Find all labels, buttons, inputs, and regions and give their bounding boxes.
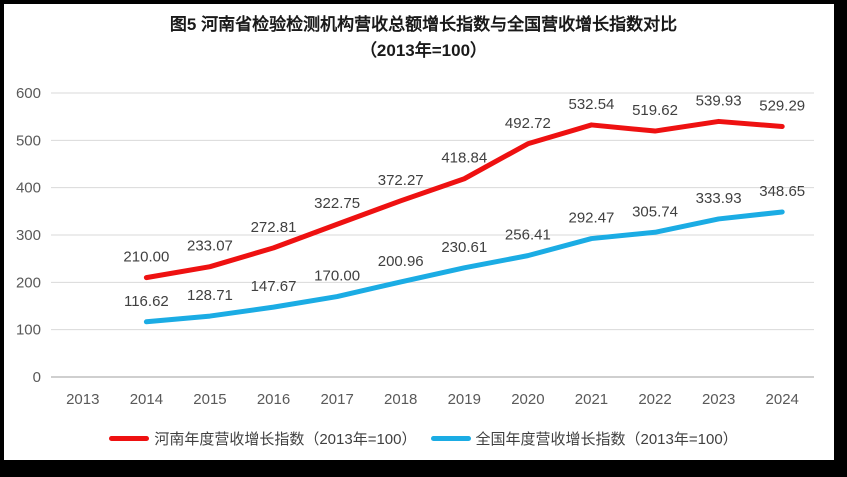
legend-label-henan: 河南年度营收增长指数（2013年=100） [154, 431, 417, 448]
henan-data-label: 210.00 [123, 249, 169, 266]
chart-title-line1: 图5 河南省检验检测机构营收总额增长指数与全国营收增长指数对比 [169, 15, 678, 34]
x-axis-tick-label: 2014 [130, 391, 163, 408]
x-axis-tick-label: 2021 [575, 391, 608, 408]
y-axis-tick-label: 500 [16, 132, 41, 149]
henan-data-label: 532.54 [569, 96, 615, 113]
national-data-label: 348.65 [759, 183, 805, 200]
legend-label-national: 全国年度营收增长指数（2013年=100） [475, 431, 738, 448]
x-axis-tick-label: 2020 [511, 391, 544, 408]
x-axis-tick-label: 2017 [320, 391, 353, 408]
national-data-label: 305.74 [632, 203, 678, 220]
national-data-label: 170.00 [314, 268, 360, 285]
henan-data-label: 539.93 [696, 92, 742, 109]
national-series-line [143, 209, 785, 325]
henan-series-line [143, 118, 785, 281]
x-axis-tick-label: 2016 [257, 391, 290, 408]
henan-data-label: 492.72 [505, 115, 551, 132]
chart-title: 图5 河南省检验检测机构营收总额增长指数与全国营收增长指数对比 （2013年=1… [0, 12, 847, 64]
national-data-label: 333.93 [696, 190, 742, 207]
legend-item-national: 全国年度营收增长指数（2013年=100） [430, 428, 738, 449]
national-series-color-swatch [430, 436, 471, 441]
national-data-label: 147.67 [251, 278, 297, 295]
x-axis-tick-label: 2013 [66, 391, 99, 408]
national-data-label: 230.61 [441, 239, 487, 256]
henan-data-label: 418.84 [441, 150, 487, 167]
henan-series-color-swatch [109, 436, 150, 441]
henan-data-label: 519.62 [632, 102, 678, 119]
x-axis-tick-label: 2024 [766, 391, 799, 408]
x-axis-tick-label: 2022 [638, 391, 671, 408]
henan-data-label: 272.81 [251, 219, 297, 236]
y-axis-tick-label: 600 [16, 85, 41, 102]
x-axis-tick-label: 2018 [384, 391, 417, 408]
national-data-label: 116.62 [124, 293, 169, 310]
chart-title-line2: （2013年=100） [359, 41, 488, 60]
y-axis-tick-label: 200 [16, 274, 41, 291]
x-axis-tick-label: 2019 [448, 391, 481, 408]
national-data-label: 292.47 [569, 210, 615, 227]
y-axis-tick-label: 0 [33, 369, 41, 386]
henan-data-label: 233.07 [187, 238, 233, 255]
henan-data-label: 529.29 [759, 97, 805, 114]
x-axis-tick-label: 2015 [193, 391, 226, 408]
national-data-label: 200.96 [378, 253, 424, 270]
national-data-label: 128.71 [187, 287, 233, 304]
y-axis-tick-label: 300 [16, 227, 41, 244]
y-axis-tick-label: 100 [16, 322, 41, 339]
y-axis-tick-label: 400 [16, 180, 41, 197]
chart-legend: 河南年度营收增长指数（2013年=100） 全国年度营收增长指数（2013年=1… [0, 428, 847, 449]
legend-item-henan: 河南年度营收增长指数（2013年=100） [109, 428, 417, 449]
henan-data-label: 322.75 [314, 195, 360, 212]
x-axis-tick-label: 2023 [702, 391, 735, 408]
national-data-label: 256.41 [505, 227, 551, 244]
henan-data-label: 372.27 [378, 172, 424, 189]
